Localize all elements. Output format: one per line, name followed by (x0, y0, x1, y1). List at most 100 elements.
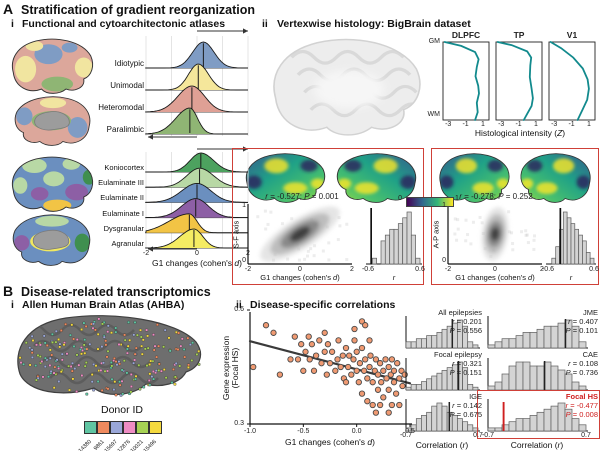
density-x-tick: 0 (298, 266, 302, 273)
donor-color-swatch (110, 421, 123, 434)
histology-panel-title: V1 (566, 30, 578, 40)
panel-b-ii-title: Disease-specific correlations (250, 299, 396, 311)
gm-axis-label: GM (428, 38, 440, 45)
donor-color-swatch (97, 421, 110, 434)
disease-hist-x-axis-label: Correlation (r) (510, 440, 564, 450)
disease-p-label: P = 0.008 (565, 410, 598, 419)
panel-b-ii-label: ii (236, 299, 242, 311)
scatter-y-axis-label: Gene expression (Focal HS) (221, 335, 240, 401)
density-y-tick: 1 (442, 202, 446, 209)
disease-name-label: All epilepsies (438, 308, 482, 317)
density-x-tick: 2 (350, 266, 354, 273)
disease-hist-x-tick: -0.7 (481, 432, 495, 439)
sf-gradient-brain-medial (336, 153, 417, 203)
correlation-stats: r = -0.527; P = 0.001 (265, 192, 339, 201)
functional-atlas-brain-medial (14, 96, 91, 146)
disease-name-label: Focal epilepsy (434, 350, 482, 359)
panel-a-i-title: Functional and cytoarchitectonic atlases (22, 18, 226, 30)
disease-p-label: P = 0.736 (565, 368, 598, 377)
panel-a-ii-label: ii (262, 18, 268, 30)
disease-name-label: IGE (469, 392, 482, 401)
ridge-category-label: Paralimbic (106, 125, 144, 134)
histology-x-tick: 1 (533, 121, 538, 128)
ridge-x-tick: 2 (246, 250, 250, 257)
disease-p-label: P = 0.675 (449, 410, 482, 419)
ridge-x-tick: 0 (195, 250, 199, 257)
panel-a-label: A (3, 1, 14, 17)
histology-panel-title: TP (513, 30, 525, 40)
disease-p-label: P = 0.556 (449, 326, 482, 335)
ridge-x-tick: -2 (142, 250, 150, 257)
scatter-x-axis-label: G1 changes (cohen's d) (284, 437, 375, 447)
density-y-tick: 1 (242, 202, 246, 209)
ridge-category-label: Heteromodal (98, 103, 144, 112)
null-hist-x-axis-label: r (392, 273, 396, 282)
scatter-x-tick: 0.5 (405, 428, 415, 435)
scatter-x-tick: -0.5 (297, 428, 310, 435)
colorbar-tick-0: 0 (398, 195, 402, 202)
disease-r-label: r = 0.108 (568, 359, 598, 368)
null-hist-x-tick: -0.6 (361, 266, 375, 273)
disease-name-label: Focal HS (565, 392, 598, 401)
colorbar-tick-1: 1 (455, 195, 459, 202)
density-y-axis-label: S-F axis (231, 220, 241, 249)
density-x-tick: -2 (444, 266, 452, 273)
histology-x-tick: 1 (480, 121, 485, 128)
ridge-x-axis-label: G1 changes (cohen's d) (151, 258, 242, 268)
disease-p-label: P = 0.151 (449, 368, 482, 377)
disease-r-label: r = -0.477 (565, 401, 598, 410)
disease-hist-x-tick: 0.7 (473, 432, 483, 439)
disease-r-label: r = 0.142 (452, 401, 482, 410)
null-hist-x-tick: -0.6 (541, 266, 555, 273)
density-x-axis-label: G1 changes (cohen's d) (260, 273, 340, 282)
panel-b-label: B (3, 283, 14, 299)
disease-hist-x-tick: -0.7 (399, 432, 413, 439)
histology-x-tick: -3 (445, 121, 452, 128)
scatter-y-tick: 0.6 (234, 306, 244, 313)
density-y-tick: 0 (242, 257, 246, 264)
panel-a-i-label: i (11, 18, 14, 30)
donor-color-swatch (136, 421, 149, 434)
correlation-stats: r = -0.278; P = 0.252 (459, 192, 533, 201)
panel-a-title: Stratification of gradient reorganizatio… (21, 3, 256, 17)
histology-x-axis-label: Histological intensity (Z) (474, 128, 566, 138)
ahba-brain-illustration (17, 315, 201, 397)
disease-hist-x-tick: 0.7 (581, 432, 591, 439)
density-x-tick: 2 (540, 266, 544, 273)
ridge-category-label: Eulaminate III (98, 178, 144, 188)
histology-x-tick: -3 (498, 121, 505, 128)
donor-id-legend-title: Donor ID (100, 404, 143, 416)
scatter-x-tick: -1.0 (243, 428, 257, 435)
histology-x-tick: 1 (586, 121, 591, 128)
null-hist-x-tick: 0.6 (415, 266, 425, 273)
density-x-tick: 0 (493, 266, 497, 273)
disease-r-label: r = 0.201 (452, 317, 482, 326)
histology-panel-title: DLPFC (451, 30, 481, 40)
ap-gradient-brain-medial (520, 153, 591, 203)
disease-p-label: P = 0.101 (565, 326, 598, 335)
histology-x-tick: -1 (568, 121, 575, 128)
ridge-category-label: Dysgranular (103, 223, 144, 233)
donor-color-swatch (123, 421, 136, 434)
ridge-category-label: Koniocortex (104, 163, 144, 172)
scatter-x-tick: 0.0 (351, 428, 362, 435)
bigbrain-histology-slice (273, 38, 421, 136)
cytoarchitectonic-atlas-brain-medial (12, 214, 91, 266)
functional-atlas-brain-lateral (11, 38, 94, 94)
density-x-axis-label: G1 changes (cohen's d) (455, 273, 535, 282)
scatter-y-tick: 0.3 (234, 420, 244, 427)
donor-color-swatch (149, 421, 162, 434)
disease-name-label: JME (583, 308, 598, 317)
panel-b-title: Disease-related transcriptomics (21, 285, 211, 299)
ap-gradient-brain-lateral (439, 153, 510, 203)
disease-hist-x-axis-label: Correlation (r) (415, 440, 469, 450)
histology-x-tick: -1 (462, 121, 469, 128)
ridge-category-label: Unimodal (110, 81, 144, 90)
panel-b-i-label: i (11, 299, 14, 311)
gradient-colorbar (406, 197, 454, 207)
density-y-axis-label: A-P axis (431, 220, 441, 249)
density-y-tick: 0 (442, 257, 446, 264)
disease-r-label: r = 0.321 (452, 359, 482, 368)
donor-color-swatch (84, 421, 97, 434)
